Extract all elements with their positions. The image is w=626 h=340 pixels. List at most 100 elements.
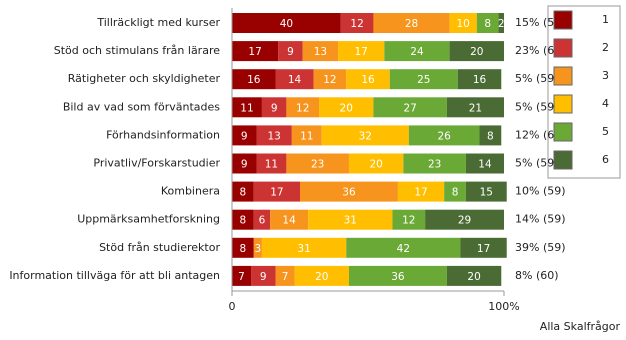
- bar-segment: [286, 97, 320, 118]
- bar-segment: [465, 181, 507, 202]
- legend-swatch: [553, 150, 573, 170]
- segment-label: 23: [311, 159, 324, 171]
- x-tick-label: 100%: [488, 300, 519, 313]
- bar-segment: [392, 209, 426, 230]
- segment-label: 36: [342, 187, 356, 199]
- legend-label: 6: [602, 153, 609, 166]
- bar-segment: [498, 13, 504, 33]
- side-label: 14% (59): [515, 213, 566, 226]
- legend-label: 4: [602, 97, 609, 110]
- bar-segment: [346, 69, 390, 90]
- segment-label: 3: [254, 243, 261, 255]
- segment-label: 24: [410, 46, 424, 58]
- segment-label: 25: [417, 74, 430, 86]
- segment-label: 13: [267, 130, 280, 142]
- bar-segment: [476, 13, 499, 33]
- segment-label: 8: [240, 243, 247, 255]
- bar-segment: [308, 209, 393, 230]
- segment-label: 14: [282, 215, 296, 227]
- bar-segment: [457, 69, 502, 90]
- bar-segment: [232, 153, 257, 174]
- segment-label: 21: [469, 102, 482, 114]
- legend-swatch: [553, 38, 573, 58]
- segment-label: 11: [300, 130, 313, 142]
- segment-label: 17: [414, 187, 427, 199]
- bar-segment: [449, 41, 504, 62]
- bar-segment: [479, 125, 502, 146]
- legend-label: 3: [602, 69, 609, 82]
- bar-segment: [232, 125, 257, 146]
- bar-segment: [313, 69, 347, 90]
- bar-segment: [348, 153, 404, 174]
- segment-label: 9: [271, 102, 278, 114]
- segment-label: 9: [241, 159, 248, 171]
- segment-label: 12: [350, 18, 363, 30]
- bar-segment: [232, 237, 254, 258]
- category-label: Stöd och stimulans från lärare: [54, 44, 220, 57]
- segment-label: 9: [287, 46, 294, 58]
- segment-label: 8: [484, 18, 491, 30]
- legend-swatch: [553, 122, 573, 142]
- bar-segment: [232, 265, 252, 286]
- segment-label: 26: [437, 130, 451, 142]
- segment-label: 7: [282, 271, 289, 283]
- segment-label: 20: [340, 102, 353, 114]
- legend-swatch: [553, 10, 573, 30]
- segment-label: 12: [323, 74, 336, 86]
- legend-swatch: [553, 94, 573, 114]
- segment-label: 8: [240, 187, 247, 199]
- legend-swatch: [553, 66, 573, 86]
- bar-segment: [449, 13, 477, 33]
- segment-label: 17: [270, 187, 283, 199]
- bar-segment: [340, 13, 374, 33]
- bar-segment: [278, 41, 303, 62]
- bar-segment: [275, 265, 295, 286]
- segment-label: 14: [288, 74, 302, 86]
- bar-segment: [253, 209, 271, 230]
- bar-segment: [384, 41, 450, 62]
- bar-segment: [294, 265, 349, 286]
- segment-label: 31: [297, 243, 310, 255]
- bar-segment: [270, 209, 309, 230]
- bar-segment: [460, 237, 507, 258]
- bar-segment: [446, 265, 502, 286]
- bar-segment: [403, 153, 466, 174]
- bar-segment: [348, 265, 447, 286]
- bar-segment: [232, 181, 254, 202]
- side-label: 12% (60): [515, 128, 566, 141]
- bar-segment: [397, 181, 445, 202]
- segment-label: 9: [260, 271, 267, 283]
- bar-segment: [319, 97, 374, 118]
- segment-label: 11: [240, 102, 253, 114]
- segment-label: 8: [487, 130, 494, 142]
- legend-label: 5: [602, 125, 609, 138]
- bar-segment: [408, 125, 480, 146]
- bar-segment: [286, 153, 349, 174]
- bar-segment: [300, 181, 398, 202]
- segment-label: 8: [452, 187, 459, 199]
- segment-label: 16: [247, 74, 261, 86]
- segment-label: 20: [369, 159, 382, 171]
- category-label: Kombinera: [161, 185, 220, 198]
- bar-segment: [346, 237, 461, 258]
- category-label: Tillräckligt med kurser: [96, 16, 220, 29]
- bar-segment: [251, 265, 276, 286]
- side-label: 23% (60): [515, 44, 566, 57]
- bar-segment: [256, 153, 287, 174]
- category-label: Bild av vad som förväntades: [63, 100, 220, 113]
- segment-label: 27: [403, 102, 416, 114]
- x-tick-label: 0: [229, 300, 236, 313]
- side-label: 39% (59): [515, 241, 566, 254]
- segment-label: 42: [397, 243, 410, 255]
- bar-segment: [321, 125, 409, 146]
- category-label: Privatliv/Forskarstudier: [93, 157, 220, 170]
- bar-segment: [261, 237, 347, 258]
- segment-label: 17: [248, 46, 261, 58]
- segment-label: 6: [259, 215, 266, 227]
- bar-segment: [261, 97, 287, 118]
- segment-label: 28: [405, 18, 418, 30]
- segment-label: 14: [478, 159, 492, 171]
- segment-label: 7: [238, 271, 245, 283]
- side-label: 10% (59): [515, 185, 566, 198]
